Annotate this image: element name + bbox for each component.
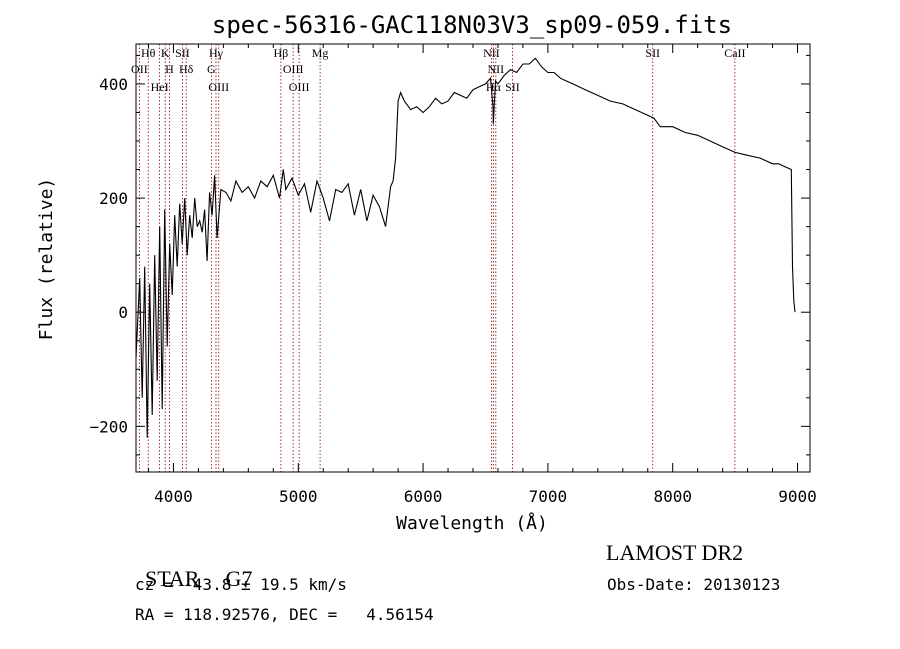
spectral-lines (138, 44, 736, 472)
spectral-line-label: OIII (289, 80, 310, 94)
x-tick-label: 5000 (279, 487, 318, 506)
spectral-line-label: HeI (151, 80, 169, 94)
y-axis-label: Flux (relative) (36, 178, 57, 341)
spectral-line-label: K (161, 46, 170, 60)
spectral-line-label: SII (505, 80, 520, 94)
spectral-line-label: Hγ (209, 46, 224, 60)
plot-frame (135, 43, 811, 473)
axis-ticks: 4000 5000 6000 7000 8000 9000 −200 0 200 400 (89, 44, 817, 506)
x-axis-label: Wavelength (Å) (396, 512, 548, 534)
spectral-line-label: OIII (208, 80, 229, 94)
spectral-line-label: Hδ (179, 62, 194, 76)
object-class: STAR (145, 566, 200, 591)
y-tick-label: 400 (99, 75, 128, 94)
spectral-line-label: SII (645, 46, 660, 60)
spectral-line-label: NII (488, 62, 505, 76)
spectral-line-label: OII (131, 62, 148, 76)
y-tick-label: 200 (99, 189, 128, 208)
x-tick-label: 9000 (778, 487, 817, 506)
spectral-line-label: Hβ (274, 46, 289, 60)
y-tick-label: 0 (118, 303, 128, 322)
x-tick-label: 4000 (154, 487, 193, 506)
x-tick-label: 6000 (404, 487, 443, 506)
chart-title: spec-56316-GAC118N03V3_sp09-059.fits (212, 11, 732, 39)
spectral-line-label: H (165, 62, 174, 76)
spectral-line-label: SII (175, 46, 190, 60)
spectral-line-label: Mg (312, 46, 329, 60)
spectral-line-label: G (207, 62, 216, 76)
y-tick-label: −200 (89, 417, 128, 436)
x-tick-label: 7000 (529, 487, 568, 506)
spectral-line-label: OIII (283, 62, 304, 76)
x-tick-label: 8000 (653, 487, 692, 506)
ra-dec: RA = 118.92576, DEC = 4.56154 (135, 605, 434, 624)
spectral-line-label: Hθ (141, 46, 156, 60)
spectral-line-label: NII (483, 46, 500, 60)
obs-date: Obs-Date: 20130123 (607, 575, 781, 594)
survey-label: LAMOST DR2 (606, 540, 744, 565)
spectrum-line (135, 57, 796, 438)
object-subclass: G7 (225, 566, 253, 591)
redshift-cz: cz = -43.8 ± 19.5 km/s (135, 575, 347, 594)
spectral-line-label: CaII (724, 46, 745, 60)
